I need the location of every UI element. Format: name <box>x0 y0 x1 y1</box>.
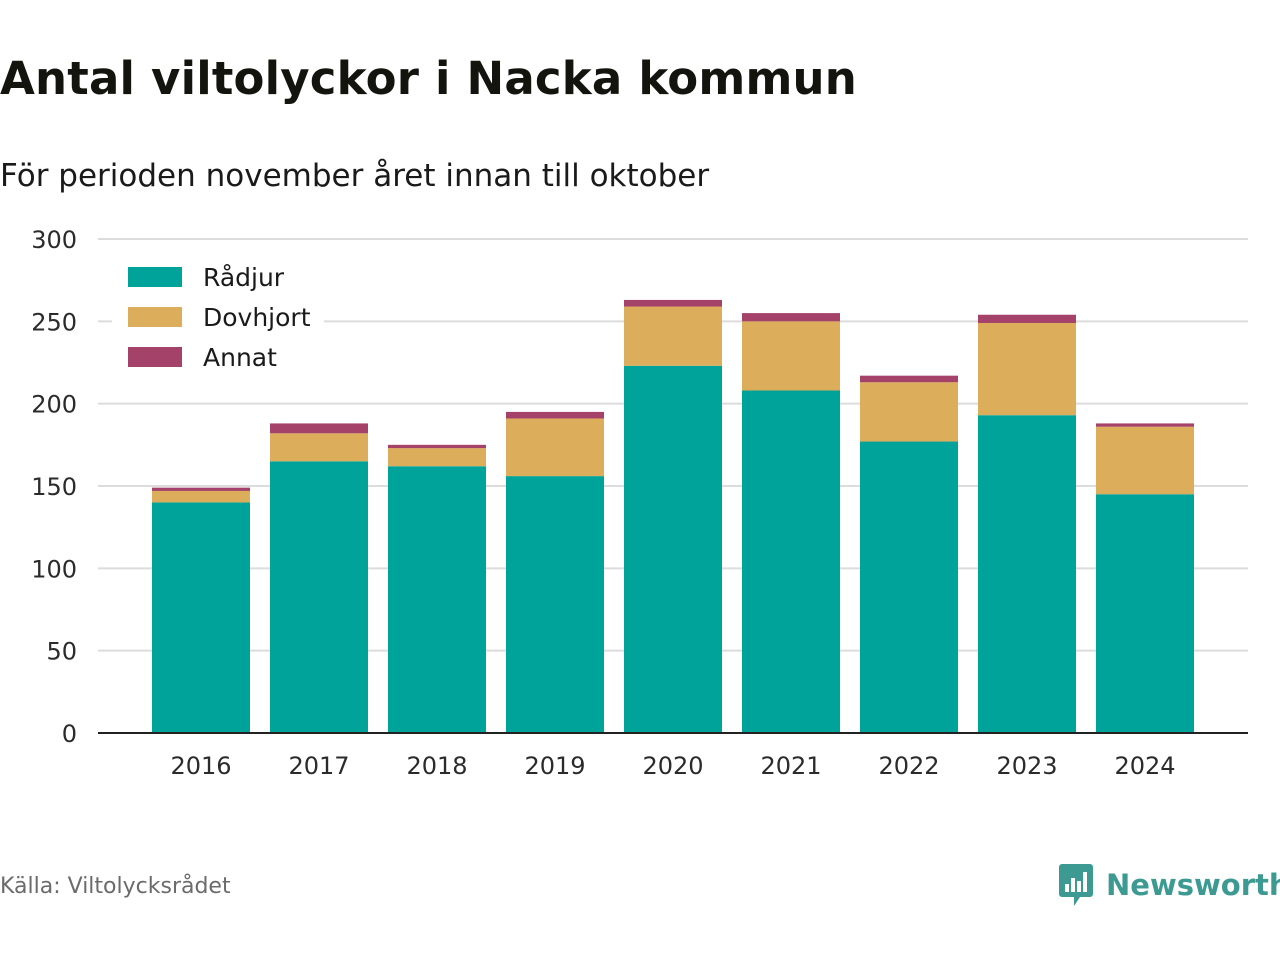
x-tick-label: 2023 <box>996 752 1057 780</box>
y-tick-label: 300 <box>31 226 77 254</box>
bar-segment-dovhjort-2020 <box>624 306 722 366</box>
y-tick-label: 100 <box>31 555 77 583</box>
x-tick-label: 2016 <box>170 752 231 780</box>
bar-segment-annat-2021 <box>742 313 840 322</box>
bar-segment-rådjur-2021 <box>742 390 840 733</box>
chart-subtitle: För perioden november året innan till ok… <box>0 158 710 194</box>
bar-segment-annat-2016 <box>152 487 250 491</box>
legend: Rådjur Dovhjort Annat <box>112 254 324 384</box>
bar-segment-annat-2022 <box>860 375 958 383</box>
bar-segment-annat-2019 <box>506 411 604 419</box>
bar-segment-rådjur-2017 <box>270 461 368 733</box>
bar-segment-dovhjort-2017 <box>270 433 368 462</box>
bar-segment-annat-2020 <box>624 299 722 307</box>
source-note: Källa: Viltolycksrådet <box>0 874 231 899</box>
bar-segment-rådjur-2016 <box>152 502 250 733</box>
x-tick-label: 2019 <box>524 752 585 780</box>
bar-segment-dovhjort-2021 <box>742 321 840 391</box>
legend-label: Rådjur <box>203 263 285 292</box>
bar-segment-rådjur-2018 <box>388 466 486 733</box>
legend-label: Dovhjort <box>203 303 311 332</box>
bar-segment-annat-2017 <box>270 423 368 434</box>
legend-swatch <box>128 267 182 287</box>
bar-segment-dovhjort-2016 <box>152 490 250 503</box>
x-tick-label: 2018 <box>406 752 467 780</box>
bar-segment-rådjur-2024 <box>1096 494 1194 733</box>
bar-segment-rådjur-2019 <box>506 476 604 733</box>
bar-segment-dovhjort-2019 <box>506 418 604 477</box>
x-axis-ticks: 2016 2017 2018 2019 2020 2021 2022 2023 2024 <box>170 752 1175 780</box>
bar-segment-dovhjort-2018 <box>388 448 486 467</box>
legend-label: Annat <box>203 343 277 372</box>
bar-segment-rådjur-2022 <box>860 441 958 733</box>
x-tick-label: 2024 <box>1114 752 1175 780</box>
bar-segment-dovhjort-2024 <box>1096 426 1194 495</box>
chart-title: Antal viltolyckor i Nacka kommun <box>0 52 858 105</box>
brand-logo: Newsworthy <box>1058 862 1280 908</box>
x-tick-label: 2017 <box>288 752 349 780</box>
x-tick-label: 2021 <box>760 752 821 780</box>
legend-swatch <box>128 307 182 327</box>
newsworthy-logo-icon <box>1059 864 1093 906</box>
y-tick-label: 250 <box>31 308 77 336</box>
x-tick-label: 2020 <box>642 752 703 780</box>
bar-segment-rådjur-2020 <box>624 365 722 733</box>
bar-segment-dovhjort-2023 <box>978 322 1076 416</box>
y-axis-ticks: 0 50 100 150 200 250 300 <box>31 226 77 748</box>
y-tick-label: 150 <box>31 473 77 501</box>
bar-segment-annat-2024 <box>1096 423 1194 427</box>
x-tick-label: 2022 <box>878 752 939 780</box>
brand-name: Newsworthy <box>1106 868 1280 902</box>
y-tick-label: 200 <box>31 391 77 419</box>
bar-segment-annat-2018 <box>388 444 486 449</box>
bar-segment-rådjur-2023 <box>978 415 1076 733</box>
bars <box>152 299 1194 733</box>
y-tick-label: 50 <box>46 638 77 666</box>
bar-segment-annat-2023 <box>978 314 1076 323</box>
legend-swatch <box>128 347 182 367</box>
bar-segment-dovhjort-2022 <box>860 382 958 442</box>
y-tick-label: 0 <box>62 720 77 748</box>
